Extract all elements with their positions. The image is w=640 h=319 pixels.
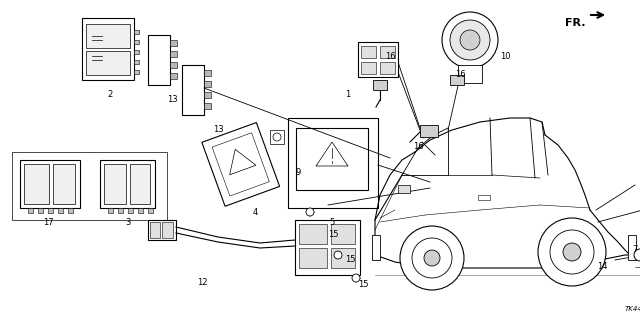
Circle shape: [400, 226, 464, 290]
Text: 16: 16: [455, 70, 466, 79]
Bar: [331, 224, 355, 244]
Bar: [380, 62, 395, 74]
Bar: [170, 73, 177, 79]
Text: 1: 1: [345, 90, 350, 99]
Text: 13: 13: [166, 95, 177, 104]
Circle shape: [306, 208, 314, 216]
Bar: [170, 51, 177, 57]
Bar: [204, 92, 211, 98]
Bar: [373, 80, 387, 90]
Bar: [58, 208, 63, 213]
Circle shape: [424, 250, 440, 266]
Text: 15: 15: [345, 255, 355, 264]
Text: TK44B1110A: TK44B1110A: [625, 306, 640, 312]
Text: 17: 17: [43, 218, 53, 227]
Bar: [68, 208, 73, 213]
Bar: [299, 248, 327, 268]
Text: 15: 15: [358, 280, 369, 289]
Bar: [86, 24, 130, 48]
Circle shape: [538, 218, 606, 286]
Circle shape: [450, 20, 490, 60]
Bar: [38, 208, 43, 213]
Bar: [331, 248, 355, 268]
Circle shape: [563, 243, 581, 261]
Text: 10: 10: [500, 52, 511, 61]
Text: 9: 9: [296, 168, 301, 177]
Circle shape: [273, 133, 281, 141]
Bar: [82, 18, 134, 80]
Bar: [204, 81, 211, 87]
Text: 14: 14: [598, 262, 608, 271]
Bar: [361, 46, 376, 58]
Bar: [128, 208, 133, 213]
Bar: [24, 164, 49, 204]
Bar: [104, 164, 126, 204]
Circle shape: [352, 274, 360, 282]
Bar: [130, 164, 150, 204]
Bar: [296, 128, 368, 190]
Bar: [48, 208, 53, 213]
Bar: [204, 70, 211, 76]
Circle shape: [460, 30, 480, 50]
Bar: [150, 222, 160, 238]
Circle shape: [442, 12, 498, 68]
Text: 12: 12: [196, 278, 207, 287]
Text: FR.: FR.: [565, 18, 586, 28]
Bar: [361, 62, 376, 74]
Bar: [170, 62, 177, 68]
Bar: [358, 42, 398, 77]
Bar: [138, 208, 143, 213]
Bar: [628, 235, 636, 260]
Bar: [202, 122, 280, 206]
Bar: [134, 50, 139, 54]
Bar: [12, 152, 167, 220]
Bar: [420, 125, 438, 137]
Bar: [118, 208, 123, 213]
Circle shape: [550, 230, 594, 274]
Text: 15: 15: [328, 230, 339, 239]
Bar: [148, 35, 170, 85]
Bar: [162, 222, 173, 238]
Bar: [270, 130, 284, 144]
Bar: [170, 40, 177, 46]
Bar: [134, 30, 139, 34]
Text: 2: 2: [108, 90, 113, 99]
Bar: [380, 46, 395, 58]
Bar: [182, 65, 204, 115]
Bar: [398, 185, 410, 193]
Text: 5: 5: [330, 218, 335, 227]
Bar: [372, 235, 380, 260]
Bar: [108, 208, 113, 213]
Text: 13: 13: [212, 125, 223, 134]
Text: 4: 4: [252, 208, 258, 217]
Circle shape: [412, 238, 452, 278]
Bar: [28, 208, 33, 213]
Bar: [458, 65, 482, 83]
Text: 16: 16: [385, 52, 396, 61]
Bar: [134, 40, 139, 44]
Bar: [86, 51, 130, 75]
Bar: [204, 103, 211, 109]
Bar: [148, 220, 176, 240]
Bar: [450, 75, 464, 85]
Bar: [100, 160, 155, 208]
Bar: [134, 70, 139, 74]
Bar: [20, 160, 80, 208]
Bar: [53, 164, 75, 204]
Bar: [295, 220, 360, 275]
Text: 3: 3: [125, 218, 131, 227]
Bar: [134, 60, 139, 64]
Bar: [478, 195, 490, 200]
Text: 7: 7: [632, 245, 638, 254]
Bar: [299, 224, 327, 244]
Bar: [288, 118, 378, 208]
Bar: [148, 208, 153, 213]
Circle shape: [334, 251, 342, 259]
Text: 16: 16: [413, 142, 424, 151]
Bar: [212, 133, 269, 196]
Circle shape: [634, 249, 640, 261]
